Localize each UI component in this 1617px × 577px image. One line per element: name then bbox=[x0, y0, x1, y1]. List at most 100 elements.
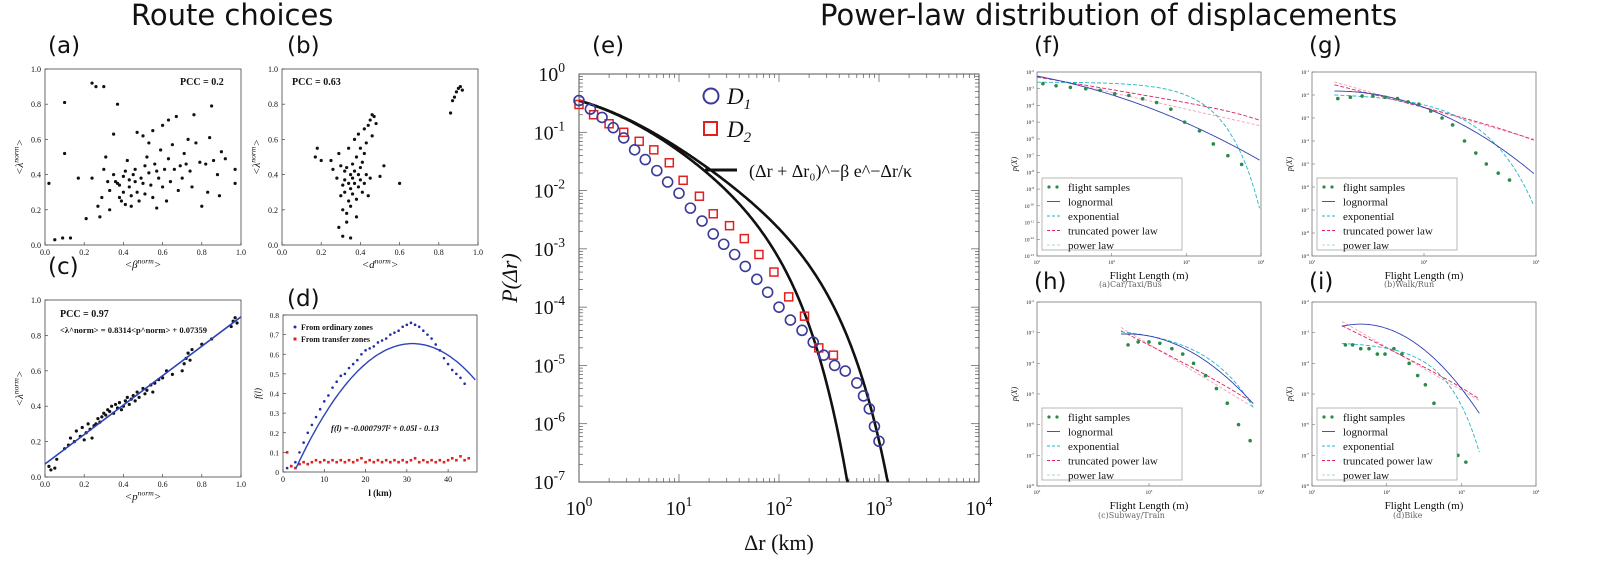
flight-sample bbox=[1496, 171, 1501, 175]
ordinary-point bbox=[335, 380, 338, 384]
flight-sample bbox=[1450, 123, 1455, 127]
x-axis-label: <dnorm> bbox=[362, 257, 399, 271]
flight-sample bbox=[1336, 96, 1340, 101]
plot-frame bbox=[281, 68, 479, 246]
data-point bbox=[458, 85, 462, 89]
ordinary-point bbox=[450, 368, 454, 372]
data-point bbox=[96, 204, 100, 208]
d1-point bbox=[728, 248, 741, 261]
d1-point bbox=[607, 121, 620, 134]
data-point bbox=[210, 104, 214, 108]
d1-point bbox=[817, 349, 830, 361]
plot-frame bbox=[1036, 71, 1262, 257]
panel-label-b: (b) bbox=[287, 33, 320, 59]
y-tick-label: 10-7 bbox=[1301, 452, 1309, 459]
data-point bbox=[127, 185, 131, 189]
y-tick-label: 10-6 bbox=[1026, 421, 1034, 428]
x-tick-label: 0.0 bbox=[40, 480, 50, 489]
legend-label: lognormal bbox=[1068, 427, 1113, 439]
legend-label: power law bbox=[1068, 240, 1114, 252]
power-law-curve bbox=[1120, 327, 1254, 408]
data-point bbox=[341, 183, 345, 187]
d1-point bbox=[839, 365, 852, 377]
data-point bbox=[337, 151, 341, 156]
transfer-point bbox=[467, 456, 471, 460]
x-tick-label: 20 bbox=[362, 475, 370, 484]
transfer-point bbox=[446, 458, 450, 462]
y-tick-label: 0.5 bbox=[270, 370, 280, 379]
x-tick-label: 30 bbox=[403, 475, 411, 484]
data-point bbox=[347, 146, 351, 150]
x-axis-label: Δr (km) bbox=[744, 530, 814, 555]
y-tick-label: 10-5 bbox=[1301, 161, 1309, 168]
y-tick-label: 10-3 bbox=[1026, 85, 1034, 92]
x-tick-label: 0.8 bbox=[197, 248, 207, 257]
panel-d: 0 10 20 30 40 0 0.1 0.2 0.3 0.4 0.5 0.6 0.7 0.8 From o… bbox=[253, 311, 478, 498]
data-point bbox=[96, 416, 100, 421]
y-tick-label: 0.6 bbox=[270, 350, 280, 359]
d1-point bbox=[661, 176, 674, 188]
y-tick-label: 0.0 bbox=[31, 473, 41, 482]
data-point bbox=[219, 150, 223, 154]
d1-point bbox=[873, 435, 885, 448]
data-point bbox=[170, 372, 174, 376]
ordinary-point bbox=[384, 337, 388, 340]
power-law-curve bbox=[1334, 81, 1534, 140]
data-point bbox=[133, 180, 137, 184]
transfer-point bbox=[285, 451, 289, 454]
d1-point bbox=[751, 273, 763, 286]
legend-marker bbox=[1047, 415, 1051, 419]
x-tick-label: 1.0 bbox=[236, 248, 246, 257]
panel-f: 101 102 103 104 10-13 10-12 10-11 10-10 10-9 10-8… bbox=[1010, 69, 1265, 282]
flight-sample bbox=[1191, 361, 1196, 366]
panel-label-e: (e) bbox=[592, 33, 625, 59]
data-point bbox=[147, 141, 151, 145]
y-tick-label: 10-9 bbox=[1026, 186, 1034, 193]
data-point bbox=[113, 402, 118, 407]
lognormal-curve bbox=[1334, 90, 1535, 174]
transfer-point bbox=[372, 460, 376, 464]
transfer-point bbox=[438, 458, 442, 462]
flight-sample bbox=[1147, 340, 1151, 344]
data-point bbox=[123, 399, 127, 403]
flight-sample bbox=[1428, 109, 1433, 113]
legend-label: lognormal bbox=[1343, 197, 1388, 209]
y-tick-label: 10-13 bbox=[1024, 253, 1034, 260]
data-point bbox=[115, 102, 120, 106]
data-point bbox=[125, 395, 129, 399]
transfer-point bbox=[426, 460, 429, 464]
legend-box bbox=[1041, 407, 1183, 481]
fit-line bbox=[44, 316, 242, 465]
ordinary-point bbox=[455, 372, 458, 376]
transfer-point bbox=[405, 460, 409, 464]
flight-sample bbox=[1236, 422, 1241, 427]
data-point bbox=[133, 167, 137, 171]
x-axis-label: Flight Length (m) bbox=[1385, 500, 1464, 512]
data-point bbox=[49, 468, 53, 472]
x-axis-label: <pnorm> bbox=[125, 489, 162, 503]
d2-point bbox=[724, 220, 735, 231]
data-point bbox=[341, 234, 345, 238]
data-point bbox=[350, 162, 355, 166]
data-point bbox=[360, 160, 364, 164]
flight-sample bbox=[1343, 343, 1348, 347]
ordinary-point bbox=[294, 460, 297, 464]
y-tick-label: 10-2 bbox=[1301, 299, 1309, 306]
x-tick-label: 104 bbox=[966, 494, 993, 520]
y-tick-label: 0.1 bbox=[270, 448, 280, 457]
data-point bbox=[343, 190, 347, 194]
data-point bbox=[90, 176, 94, 180]
x-tick-label: 102 bbox=[1108, 259, 1115, 266]
pcc-annotation: PCC = 0.97 bbox=[60, 309, 109, 320]
transfer-point bbox=[355, 458, 359, 462]
flight-sample bbox=[1473, 151, 1478, 155]
data-point bbox=[135, 390, 139, 394]
legend-marker bbox=[1330, 415, 1334, 419]
data-point bbox=[350, 192, 355, 196]
y-tick-label: 10-1 bbox=[534, 118, 565, 144]
transfer-point bbox=[314, 458, 318, 462]
legend-label-fit: (Δr + Δr₀)^−β e^−Δr/κ bbox=[749, 161, 912, 182]
legend-label: truncated power law bbox=[1343, 456, 1433, 468]
data-point bbox=[98, 215, 102, 219]
